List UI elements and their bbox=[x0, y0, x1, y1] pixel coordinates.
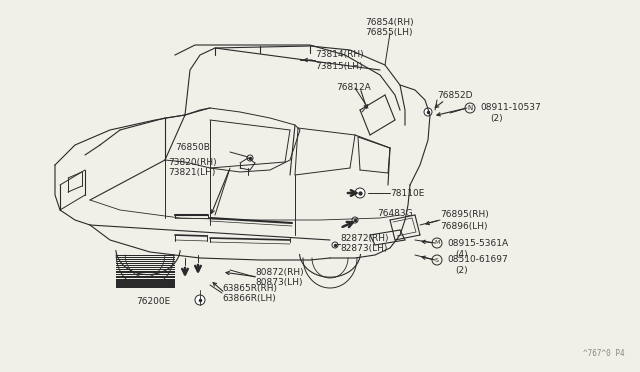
Text: 08911-10537: 08911-10537 bbox=[480, 103, 541, 112]
Text: 76895(RH): 76895(RH) bbox=[440, 211, 489, 219]
Circle shape bbox=[352, 217, 358, 223]
Text: 76896(LH): 76896(LH) bbox=[440, 221, 488, 231]
Circle shape bbox=[424, 108, 432, 116]
Text: 76200E: 76200E bbox=[136, 298, 170, 307]
Circle shape bbox=[332, 242, 338, 248]
Text: 63865R(RH): 63865R(RH) bbox=[222, 283, 277, 292]
Text: 73820(RH): 73820(RH) bbox=[168, 157, 216, 167]
Text: 76852D: 76852D bbox=[437, 90, 472, 99]
Text: 08915-5361A: 08915-5361A bbox=[447, 238, 508, 247]
Text: 80872(RH): 80872(RH) bbox=[255, 267, 303, 276]
Text: 82872(RH): 82872(RH) bbox=[340, 234, 388, 243]
Text: 73821(LH): 73821(LH) bbox=[168, 169, 216, 177]
Text: 76483G: 76483G bbox=[377, 208, 413, 218]
Text: N: N bbox=[467, 105, 472, 111]
Text: 80873(LH): 80873(LH) bbox=[255, 279, 303, 288]
Text: M: M bbox=[435, 241, 440, 246]
Text: (4): (4) bbox=[455, 250, 468, 259]
Text: ^767^0 P4: ^767^0 P4 bbox=[584, 349, 625, 358]
Text: 76854(RH): 76854(RH) bbox=[365, 17, 413, 26]
Text: 76850B: 76850B bbox=[175, 144, 210, 153]
Text: (2): (2) bbox=[490, 115, 502, 124]
Text: 73815(LH): 73815(LH) bbox=[315, 61, 362, 71]
Circle shape bbox=[355, 188, 365, 198]
Text: 78110E: 78110E bbox=[390, 189, 424, 198]
Circle shape bbox=[247, 155, 253, 161]
Text: (2): (2) bbox=[455, 266, 468, 276]
Text: 82873(LH): 82873(LH) bbox=[340, 244, 387, 253]
Text: 73814(RH): 73814(RH) bbox=[315, 51, 364, 60]
Text: 76855(LH): 76855(LH) bbox=[365, 29, 413, 38]
Text: S: S bbox=[435, 257, 439, 263]
Text: 08510-61697: 08510-61697 bbox=[447, 256, 508, 264]
Circle shape bbox=[195, 295, 205, 305]
Text: 76812A: 76812A bbox=[336, 83, 371, 93]
Text: 63866R(LH): 63866R(LH) bbox=[222, 295, 276, 304]
